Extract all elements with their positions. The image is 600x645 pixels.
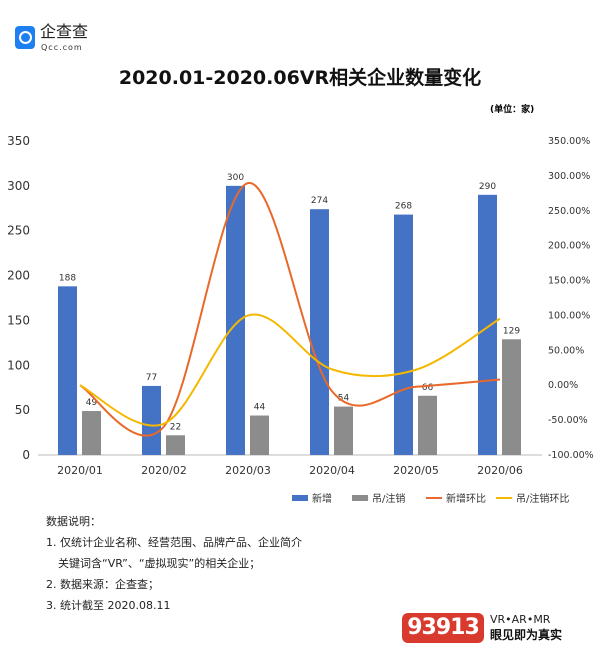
y2-tick-label: 300.00%	[548, 171, 590, 182]
bar-cancel	[334, 406, 353, 455]
notes: 数据说明： 1. 仅统计企业名称、经营范围、品牌产品、企业简介 关键词含“VR”…	[46, 511, 302, 616]
brand-line2: 眼见即为真实	[490, 628, 563, 642]
y-tick-label: 0	[22, 448, 30, 462]
bar-cancel	[250, 415, 269, 455]
y-tick-label: 200	[7, 269, 30, 283]
y-tick-label: 100	[7, 358, 30, 372]
y-tick-label: 50	[15, 403, 30, 417]
y2-tick-label: 250.00%	[548, 206, 590, 217]
legend-swatch	[352, 495, 368, 501]
bar-value-label: 22	[170, 422, 181, 432]
y2-tick-label: 100.00%	[548, 310, 590, 321]
y2-tick-label: -100.00%	[548, 450, 594, 461]
legend-label: 吊/注销环比	[516, 492, 569, 505]
bar-cancel	[418, 395, 437, 455]
y2-tick-label: 350.00%	[548, 136, 590, 147]
bar-value-label: 300	[227, 173, 244, 183]
bar-new	[142, 385, 161, 455]
bar-value-label: 268	[395, 202, 412, 212]
legend-label: 新增环比	[446, 492, 486, 505]
bar-value-label: 274	[311, 196, 328, 206]
unit-label: (单位：家)	[490, 105, 535, 115]
bar-value-label: 77	[146, 373, 157, 383]
bar-cancel	[502, 339, 521, 455]
chart-title: 2020.01-2020.06VR相关企业数量变化	[118, 67, 482, 89]
bar-new	[310, 209, 329, 455]
bar-value-label: 290	[479, 182, 496, 192]
bar-cancel	[82, 411, 101, 455]
legend-swatch	[292, 495, 308, 501]
x-tick-label: 2020/02	[141, 464, 187, 477]
bar-value-label: 49	[86, 398, 98, 408]
note-2: 2. 数据来源：企查查；	[46, 578, 159, 591]
note-1b: 关键词含“VR”、“虚拟现实”的相关企业；	[58, 557, 261, 570]
brand-line1: VR•AR•MR	[490, 613, 551, 626]
legend-label: 吊/注销	[372, 492, 405, 505]
bar-new	[394, 214, 413, 455]
bar-cancel	[166, 435, 185, 455]
line-new-mom	[79, 182, 501, 437]
bar-new	[58, 286, 77, 455]
x-tick-label: 2020/01	[57, 464, 103, 477]
x-tick-label: 2020/05	[393, 464, 439, 477]
y2-tick-label: 200.00%	[548, 241, 590, 252]
bar-new	[226, 185, 245, 455]
logo-text: 企查查	[40, 22, 89, 41]
notes-heading: 数据说明：	[46, 515, 101, 528]
legend-label: 新增	[312, 492, 332, 505]
brand-badge: 93913	[402, 613, 484, 643]
bar-value-label: 54	[338, 394, 350, 404]
y2-tick-label: -50.00%	[548, 415, 588, 426]
y-tick-label: 250	[7, 224, 30, 238]
y2-tick-label: 0.00%	[548, 380, 578, 391]
y-tick-label: 300	[7, 179, 30, 193]
x-tick-label: 2020/06	[477, 464, 523, 477]
bar-new	[478, 194, 497, 456]
logo-sub: Qcc.com	[41, 43, 83, 52]
line-cancel-mom	[79, 313, 501, 427]
qcc-logo-icon	[15, 26, 35, 49]
y2-tick-label: 150.00%	[548, 276, 590, 287]
bar-value-label: 129	[503, 326, 520, 336]
note-1: 1. 仅统计企业名称、经营范围、品牌产品、企业简介	[46, 536, 302, 549]
bar-value-label: 188	[59, 273, 76, 283]
y-tick-label: 150	[7, 313, 30, 327]
y2-tick-label: 50.00%	[548, 345, 584, 356]
y-tick-label: 350	[7, 134, 30, 148]
x-tick-label: 2020/03	[225, 464, 271, 477]
x-tick-label: 2020/04	[309, 464, 355, 477]
bar-value-label: 44	[254, 403, 266, 413]
note-3: 3. 统计截至 2020.08.11	[46, 599, 171, 612]
bar-value-label: 66	[422, 383, 434, 393]
